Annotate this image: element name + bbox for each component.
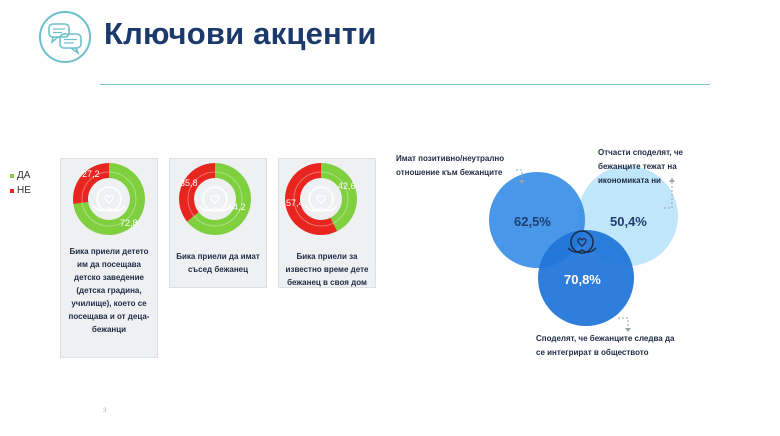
donut-inner-ring [81,171,137,227]
caption-3: Бика приели за известно време дете бежан… [285,252,369,287]
handshake-heart-icon [567,230,597,254]
donut-chart-1: 27,2 72,8 [70,160,148,238]
venn-caption-economy: Отчасти споделят, че бежанците тежат на … [598,148,683,185]
donut-slice-no [285,163,338,235]
arrow-head-icon [669,178,675,182]
donut-slice-no [73,163,109,204]
data-label-no: 57,4 [286,198,304,208]
donut-chart-2: 35,8 64,2 [176,160,254,238]
chart-legend: ДА НЕ [10,168,31,198]
donut-slices [285,163,357,235]
donut-slice-yes [73,163,145,235]
arrow-icon [516,169,673,330]
caption-2: Бика приели да имат съсед бежанец [176,252,260,274]
venn-diagram: 62,5% 50,4% 70,8% [489,150,712,332]
page-title: Ключови акценти [104,16,377,51]
page-number: 3 [103,408,107,414]
data-label-no: 35,8 [180,178,198,188]
venn-caption-positive: Имат позитивно/неутрално отношение към б… [396,154,505,177]
donut-slice-no [179,163,215,222]
legend-item-no: НЕ [10,183,31,198]
venn-circle-economy [538,230,634,326]
handshake-heart-icon [198,186,232,212]
venn-value-positive: 62,5% [514,214,551,229]
donut-chart-3: 57,4 42,6 [282,160,360,238]
venn-value-integrate: 70,8% [564,272,601,287]
legend-swatch-no [10,188,14,193]
speech-bubbles-icon [39,11,91,63]
arrow-head-icon [519,180,525,184]
donut-slices [73,163,145,235]
donut-slice-yes [321,163,357,232]
legend-item-yes: ДА [10,168,31,183]
venn-caption-integrate: Споделят, че бежанците следва да се инте… [536,334,675,357]
data-label-yes: 42,6 [338,181,356,191]
venn-value-economy: 50,4% [610,214,647,229]
legend-label-yes: ДА [17,170,31,181]
data-label-yes: 64,2 [228,202,246,212]
handshake-heart-icon [304,186,338,212]
legend-label-no: НЕ [17,185,31,196]
caption-1: Бика приели детето им да посещава детско… [68,247,150,334]
handshake-heart-icon [92,186,126,212]
arrow-head-icon [625,328,631,332]
data-label-yes: 72,8 [120,218,138,228]
donut-inner-ring [187,171,243,227]
donut-slice-yes [186,163,251,235]
data-label-no: 27,2 [82,169,100,179]
donut-inner-ring [293,171,349,227]
title-divider [100,84,710,85]
legend-swatch-yes [10,173,14,178]
donut-slices [179,163,251,235]
